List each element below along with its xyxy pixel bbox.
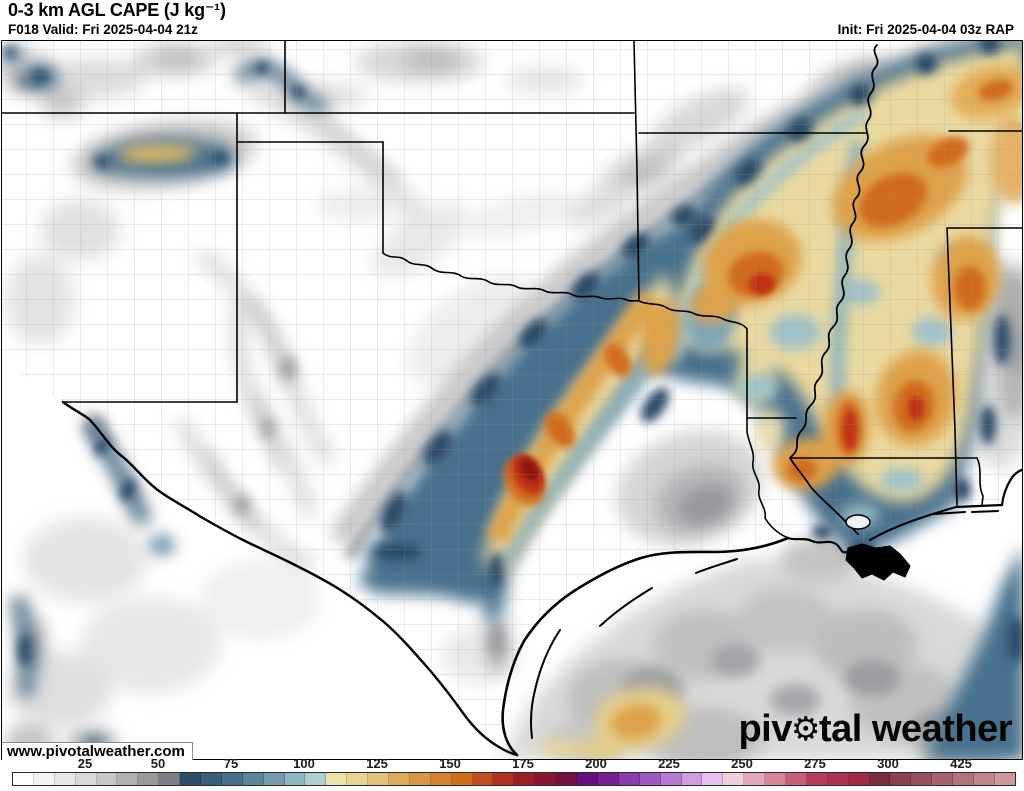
- colorbar-segment: [660, 773, 682, 785]
- colorbar-tick-label: 100: [293, 756, 315, 771]
- colorbar-tick-label: 425: [950, 756, 972, 771]
- rio-grande-border: [61, 400, 519, 757]
- colorbar-segment: [639, 773, 661, 785]
- colorbar-tick-label: 275: [804, 756, 826, 771]
- colorbar-segment: [430, 773, 452, 785]
- colorbar-segment: [284, 773, 306, 785]
- colorbar-tick-labels: 25 50 75 100 125 150 175 200 225 250 275 300 425: [0, 756, 1024, 772]
- colorbar-segment: [577, 773, 598, 785]
- colorbar-segment: [744, 773, 766, 785]
- colorbar-segment: [911, 773, 933, 785]
- colorbar-segment: [347, 773, 369, 785]
- colorbar-segment: [242, 773, 264, 785]
- colorbar-tick-label: 250: [731, 756, 753, 771]
- colorbar-segment: [806, 773, 828, 785]
- colorbar-segment: [869, 773, 891, 785]
- colorbar-segment: [96, 773, 118, 785]
- colorbar-tick-label: 200: [585, 756, 607, 771]
- colorbar-segment: [117, 773, 139, 785]
- colorbar: [12, 772, 1016, 786]
- colorbar-segment: [263, 773, 285, 785]
- colorbar-segment: [514, 773, 536, 785]
- gulf-coastline: [501, 468, 1022, 757]
- valid-time: F018 Valid: Fri 2025-04-04 21z: [8, 22, 198, 37]
- colorbar-segment: [890, 773, 912, 785]
- colorbar-tick-label: 300: [877, 756, 899, 771]
- gear-icon: ⚙: [790, 710, 821, 747]
- brand-logo: piv⚙tal weather: [738, 708, 1012, 751]
- colorbar-segment: [953, 773, 974, 785]
- colorbar-tick-label: 125: [366, 756, 388, 771]
- colorbar-segment: [180, 773, 202, 785]
- colorbar-tick-label: 25: [77, 756, 93, 771]
- colorbar-tick-label: 150: [439, 756, 461, 771]
- product-title: 0-3 km AGL CAPE (J kg⁻¹): [8, 0, 226, 20]
- colorbar-segment: [221, 773, 243, 785]
- logo-suffix: tal weather: [818, 708, 1013, 750]
- colorbar-segment: [389, 773, 410, 785]
- colorbar-segment: [201, 773, 222, 785]
- colorbar-segment: [326, 773, 348, 785]
- colorbar-tick-label: 175: [512, 756, 534, 771]
- cape-map-svg: [2, 41, 1022, 759]
- colorbar-segment: [597, 773, 619, 785]
- state-borders: [2, 41, 1022, 539]
- colorbar-segment: [451, 773, 473, 785]
- colorbar-segment: [618, 773, 640, 785]
- colorbar-segment: [33, 773, 55, 785]
- watermark-url: www.pivotalweather.com: [2, 742, 193, 760]
- colorbar-segment: [994, 773, 1015, 785]
- colorbar-segment: [973, 773, 995, 785]
- colorbar-tick-label: 225: [658, 756, 680, 771]
- colorbar-segment: [556, 773, 578, 785]
- colorbar-segment: [75, 773, 97, 785]
- colorbar-segment: [159, 773, 181, 785]
- colorbar-segment: [493, 773, 515, 785]
- colorbar-segment: [54, 773, 76, 785]
- colorbar-segment: [932, 773, 954, 785]
- colorbar-segment: [681, 773, 703, 785]
- weather-map[interactable]: [1, 40, 1023, 760]
- colorbar-segment: [848, 773, 870, 785]
- colorbar-tick-label: 75: [223, 756, 239, 771]
- colorbar-segment: [765, 773, 786, 785]
- logo-prefix: piv: [738, 708, 792, 750]
- colorbar-segment: [723, 773, 745, 785]
- colorbar-segment: [827, 773, 849, 785]
- colorbar-segment: [472, 773, 494, 785]
- colorbar-segment: [368, 773, 390, 785]
- colorbar-segment: [535, 773, 557, 785]
- colorbar-segment: [785, 773, 807, 785]
- colorbar-segment: [305, 773, 327, 785]
- colorbar-segment: [13, 773, 34, 785]
- colorbar-segment: [138, 773, 160, 785]
- colorbar-tick-label: 50: [150, 756, 166, 771]
- init-time: Init: Fri 2025-04-04 03z RAP: [837, 22, 1014, 37]
- colorbar-segment: [409, 773, 431, 785]
- colorbar-segment: [702, 773, 724, 785]
